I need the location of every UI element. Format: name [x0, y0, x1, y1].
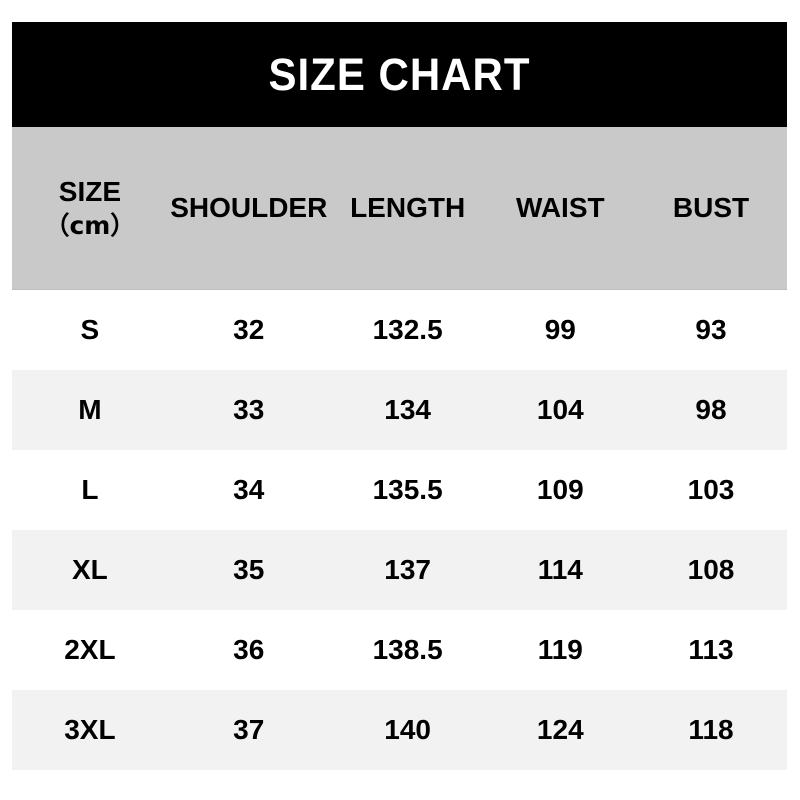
cell-waist: 119	[537, 634, 583, 666]
cell-waist: 104	[536, 394, 584, 426]
cell-bust: 118	[688, 714, 734, 746]
cell-size: M	[78, 394, 102, 426]
table-row: 3XL 37 140 124 118	[12, 690, 787, 770]
header-size-label: SIZE	[58, 176, 121, 208]
cell-bust: 113	[688, 634, 734, 666]
table-row: S 32 132.5 99 93	[12, 290, 787, 370]
cell-size: S	[80, 314, 100, 346]
cell-length: 138.5	[372, 634, 443, 666]
header-waist: WAIST	[515, 192, 605, 224]
header-shoulder: SHOULDER	[170, 192, 328, 224]
cell-shoulder: 35	[233, 554, 265, 586]
cell-bust: 108	[687, 554, 735, 586]
cell-waist: 99	[544, 314, 576, 346]
cell-shoulder: 32	[233, 314, 265, 346]
cell-bust: 103	[687, 474, 735, 506]
cell-shoulder: 34	[233, 474, 265, 506]
table-body: S 32 132.5 99 93 M 33 134 104 98 L 34 13…	[12, 290, 787, 770]
cell-size: L	[81, 474, 99, 506]
cell-size: 3XL	[64, 714, 116, 746]
cell-bust: 98	[695, 394, 727, 426]
page-title: SIZE CHART	[268, 48, 531, 100]
cell-bust: 93	[695, 314, 727, 346]
header-size-unit: （cm）	[44, 210, 136, 240]
cell-waist: 114	[537, 554, 583, 586]
cell-waist: 124	[536, 714, 584, 746]
cell-length: 132.5	[372, 314, 443, 346]
cell-size: 2XL	[64, 634, 116, 666]
cell-shoulder: 37	[233, 714, 265, 746]
header-size: SIZE （cm）	[12, 175, 168, 241]
header-bust: BUST	[672, 192, 750, 224]
title-bar: SIZE CHART	[12, 22, 787, 127]
header-length: LENGTH	[350, 192, 466, 224]
table-header-row: SIZE （cm） SHOULDER LENGTH WAIST BUST	[12, 127, 787, 290]
cell-length: 134	[384, 394, 431, 426]
cell-length: 140	[384, 714, 431, 746]
cell-length: 137	[384, 554, 431, 586]
cell-shoulder: 33	[233, 394, 265, 426]
table-row: L 34 135.5 109 103	[12, 450, 787, 530]
table-row: 2XL 36 138.5 119 113	[12, 610, 787, 690]
cell-size: XL	[71, 554, 108, 586]
cell-shoulder: 36	[233, 634, 265, 666]
cell-length: 135.5	[372, 474, 443, 506]
cell-waist: 109	[536, 474, 584, 506]
table-row: M 33 134 104 98	[12, 370, 787, 450]
table-row: XL 35 137 114 108	[12, 530, 787, 610]
